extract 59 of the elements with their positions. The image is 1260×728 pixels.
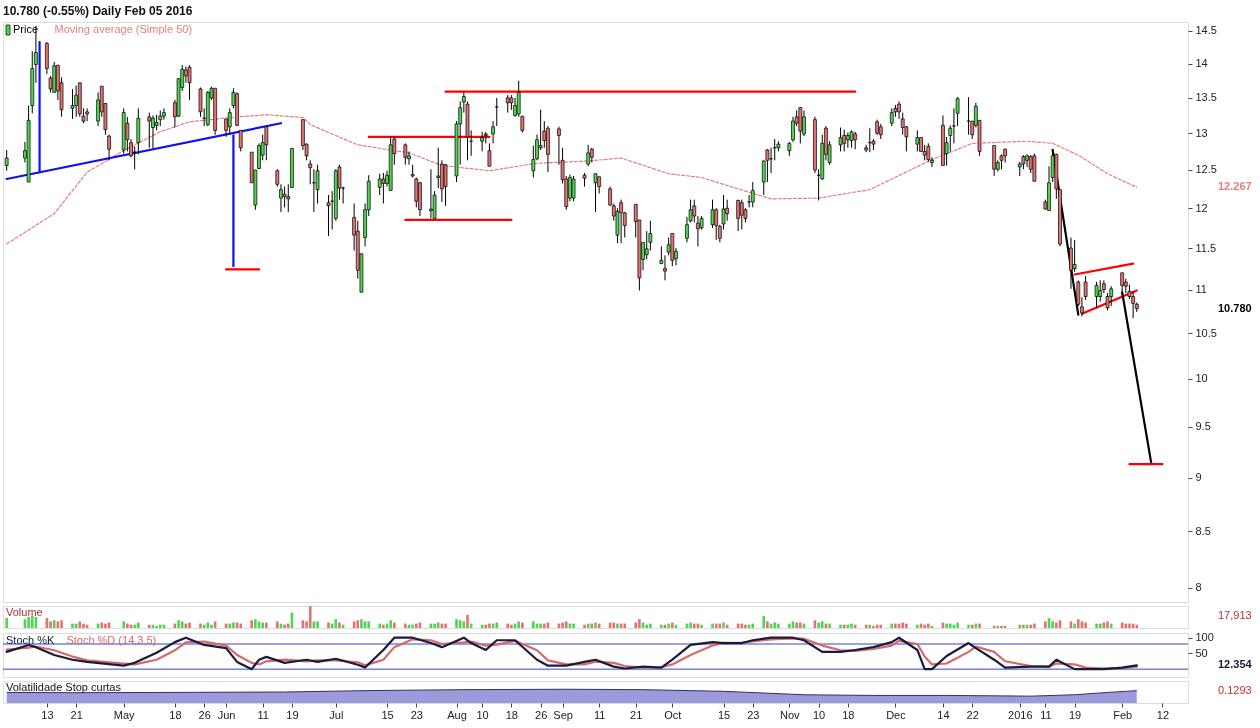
y-tick-label: 10.5 [1195, 326, 1217, 339]
y-tick-label: 50 [1195, 646, 1208, 659]
x-tick-label: 15 [717, 708, 731, 721]
chart-title: Volume [6, 606, 43, 618]
x-tick-label: Aug [447, 708, 467, 721]
text: 12.267 [1218, 180, 1252, 193]
x-tick-label: Jul [329, 708, 344, 721]
y-tick-label: 13.5 [1195, 91, 1217, 104]
y-tick-label: 14 [1195, 57, 1208, 70]
y-tick-label: 13 [1195, 126, 1208, 139]
x-tick-label: Sep [553, 708, 573, 721]
x-tick-label: 11 [257, 708, 269, 721]
chart-title: 10.780 (-0.55%) Daily Feb 05 2016 [3, 4, 193, 18]
y-tick-label: 12 [1195, 201, 1208, 214]
x-tick-label: May [113, 708, 136, 721]
y-tick-label: 100 [1195, 631, 1214, 644]
x-tick-label: 26 [535, 708, 548, 721]
x-tick-label: Oct [664, 708, 682, 721]
x-tick-label: Jun [217, 708, 236, 721]
x-tick-label: 18 [505, 708, 518, 721]
x-tick-label: Nov [780, 708, 801, 721]
y-tick-label: 8.5 [1195, 524, 1211, 537]
x-tick-label: Feb [1113, 708, 1133, 721]
series-label: Stoch %K [6, 634, 55, 646]
x-tick-label: 18 [842, 708, 855, 721]
text: 17,913 [1218, 609, 1252, 621]
x-tick-label: 15 [381, 708, 394, 721]
x-tick-label: 19 [1069, 708, 1082, 721]
x-tick-label: 14 [937, 708, 950, 721]
x-tick-label: 23 [747, 708, 760, 721]
x-tick-label: 10 [476, 708, 489, 721]
x-tick-label: 10 [812, 708, 826, 721]
y-tick-label: 10 [1195, 372, 1208, 385]
y-tick-label: 14.5 [1195, 24, 1217, 37]
y-tick-label: 9.5 [1195, 420, 1211, 433]
text: 10.780 [1218, 301, 1252, 314]
x-tick-label: 11 [593, 708, 606, 721]
x-tick-label: 11 [1040, 708, 1052, 721]
y-tick-label: 12.5 [1195, 163, 1217, 176]
x-tick-label: 2016 [1008, 708, 1033, 721]
x-tick-label: 21 [630, 708, 643, 721]
series-label: Stoch %D (14,3,5) [66, 634, 157, 646]
y-tick-label: 9 [1195, 471, 1202, 484]
x-tick-label: Dec [886, 708, 907, 721]
y-tick-label: 11.5 [1195, 241, 1217, 254]
y-tick-label: 8 [1195, 581, 1202, 594]
text: 12.354 [1218, 658, 1253, 671]
x-tick-label: 12 [1156, 708, 1170, 721]
x-tick-label: 13 [41, 708, 54, 721]
text: Moving average (Simple 50) [54, 23, 193, 35]
x-tick-label: 26 [198, 708, 211, 721]
x-tick-label: 23 [410, 708, 423, 721]
y-tick-label: 11 [1195, 283, 1207, 296]
x-tick-label: 19 [286, 708, 299, 721]
x-tick-label: 21 [70, 708, 83, 721]
chart-title: Volatilidade Stop curtas [6, 681, 122, 693]
x-tick-label: 18 [169, 708, 182, 721]
text: 0.1293 [1218, 684, 1252, 696]
x-tick-label: 22 [966, 708, 979, 721]
